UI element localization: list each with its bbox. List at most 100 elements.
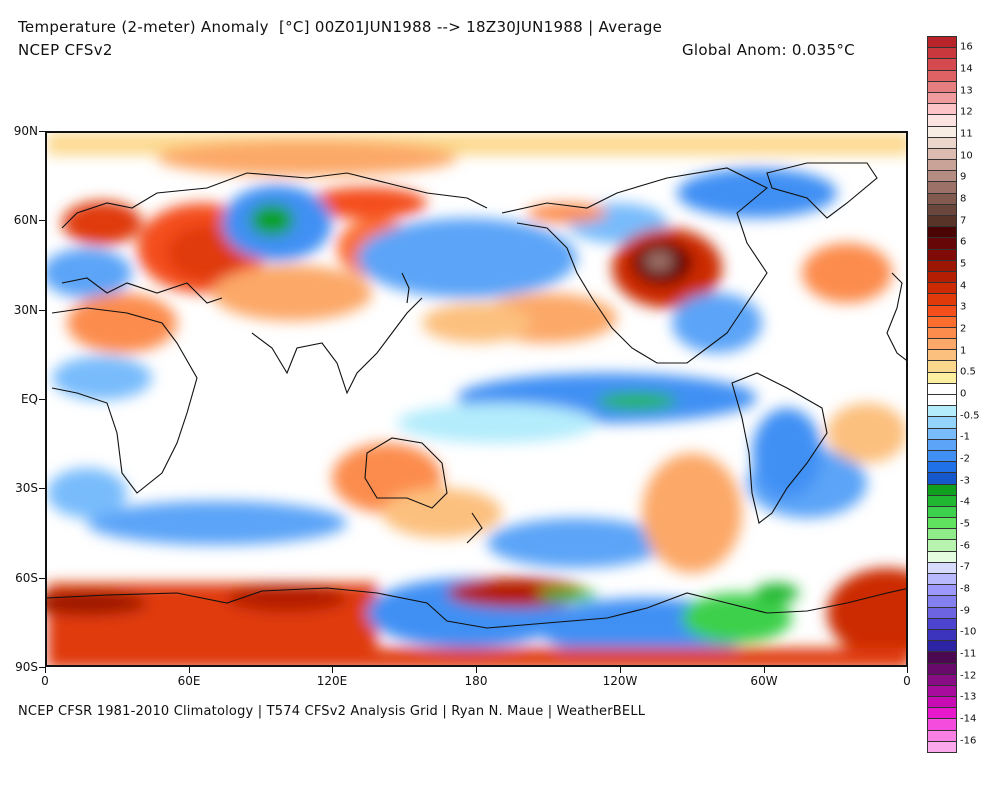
colorbar-tick-label: -13 bbox=[960, 691, 977, 703]
y-tick bbox=[39, 667, 45, 668]
coastlines bbox=[47, 162, 906, 629]
global-anomaly: Global Anom: 0.035°C bbox=[682, 41, 855, 59]
colorbar-tick-label: 0.5 bbox=[960, 366, 976, 378]
credits-footer: NCEP CFSR 1981-2010 Climatology | T574 C… bbox=[18, 704, 646, 719]
colorbar-swatch bbox=[927, 574, 957, 586]
y-tick bbox=[39, 488, 45, 489]
colorbar-tick-label: 11 bbox=[960, 128, 973, 140]
colorbar-tick-label: 13 bbox=[960, 85, 973, 97]
colorbar-swatch bbox=[927, 450, 957, 463]
y-tick bbox=[39, 578, 45, 579]
colorbar-tick-label: 6 bbox=[960, 236, 967, 248]
colorbar-swatch bbox=[927, 271, 957, 284]
colorbar-swatch bbox=[927, 216, 957, 228]
colorbar-swatch bbox=[927, 629, 957, 642]
colorbar-swatch bbox=[927, 48, 957, 60]
colorbar-swatch bbox=[927, 641, 957, 653]
colorbar-tick-label: -7 bbox=[960, 561, 970, 573]
colorbar-swatch bbox=[927, 708, 957, 720]
y-tick bbox=[39, 399, 45, 400]
colorbar-swatch bbox=[927, 439, 957, 451]
colorbar-tick-label: 3 bbox=[960, 301, 967, 313]
colorbar-tick-label: -14 bbox=[960, 713, 977, 725]
x-tick bbox=[476, 667, 477, 673]
colorbar-tick-label: 1 bbox=[960, 345, 967, 357]
colorbar-swatch bbox=[927, 350, 957, 362]
colorbar-swatch bbox=[927, 204, 957, 216]
x-label-120w: 120W bbox=[602, 674, 638, 688]
colorbar-swatch bbox=[927, 585, 957, 597]
x-tick bbox=[620, 667, 621, 673]
anomaly-field bbox=[47, 133, 906, 665]
colorbar-swatch bbox=[927, 193, 957, 205]
colorbar-swatch bbox=[927, 406, 957, 418]
y-tick bbox=[39, 220, 45, 221]
x-label-0-end: 0 bbox=[903, 674, 911, 688]
colorbar-swatch bbox=[927, 618, 957, 630]
colorbar-swatch bbox=[927, 473, 957, 485]
colorbar-swatch bbox=[927, 294, 957, 306]
chart-title: Temperature (2-meter) Anomaly [°C] 00Z01… bbox=[18, 18, 663, 36]
colorbar-tick-label: -16 bbox=[960, 735, 977, 747]
colorbar-swatch bbox=[927, 316, 957, 328]
x-tick bbox=[45, 667, 46, 673]
colorbar-swatch bbox=[927, 428, 957, 440]
colorbar-tick-label: 5 bbox=[960, 258, 967, 270]
y-label-60n: 60N bbox=[13, 213, 38, 227]
colorbar-swatch bbox=[927, 484, 957, 496]
colorbar-tick-label: 12 bbox=[960, 106, 973, 118]
colorbar-swatch bbox=[927, 361, 957, 373]
colorbar-swatch bbox=[927, 540, 957, 552]
x-label-0: 0 bbox=[41, 674, 49, 688]
colorbar-tick-label: 0 bbox=[960, 388, 967, 400]
colorbar-swatch bbox=[927, 685, 957, 698]
colorbar-swatch bbox=[927, 305, 957, 317]
colorbar-swatch bbox=[927, 529, 957, 541]
colorbar-swatch bbox=[927, 506, 957, 519]
colorbar-swatch bbox=[927, 260, 957, 272]
colorbar-swatch bbox=[927, 59, 957, 71]
colorbar-tick-label: 10 bbox=[960, 150, 973, 162]
colorbar-tick-label: 9 bbox=[960, 171, 967, 183]
x-tick bbox=[764, 667, 765, 673]
x-tick bbox=[189, 667, 190, 673]
colorbar-tick-label: -11 bbox=[960, 648, 977, 660]
colorbar-swatch bbox=[927, 674, 957, 686]
colorbar-swatch bbox=[927, 36, 957, 49]
colorbar-swatch bbox=[927, 115, 957, 127]
colorbar-swatch bbox=[927, 596, 957, 608]
colorbar-swatch bbox=[927, 518, 957, 530]
colorbar-swatch bbox=[927, 339, 957, 351]
x-label-180: 180 bbox=[464, 674, 488, 688]
colorbar-tick-label: 2 bbox=[960, 323, 967, 335]
colorbar-swatch bbox=[927, 171, 957, 183]
colorbar-swatch bbox=[927, 70, 957, 82]
y-label-90n: 90N bbox=[13, 124, 38, 138]
colorbar-swatch bbox=[927, 462, 957, 474]
y-tick bbox=[39, 310, 45, 311]
x-label-60w: 60W bbox=[750, 674, 778, 688]
colorbar-swatch bbox=[927, 160, 957, 172]
colorbar-swatch bbox=[927, 81, 957, 93]
colorbar-tick-label: 7 bbox=[960, 215, 967, 227]
colorbar-tick-label: -5 bbox=[960, 518, 970, 530]
colorbar-swatch bbox=[927, 283, 957, 295]
colorbar-swatch bbox=[927, 104, 957, 116]
colorbar-tick-label: -8 bbox=[960, 583, 970, 595]
colorbar-swatch bbox=[927, 730, 957, 742]
y-label-eq: EQ bbox=[20, 392, 38, 406]
colorbar-tick-label: -2 bbox=[960, 453, 970, 465]
colorbar-swatch bbox=[927, 92, 957, 105]
colorbar-swatch bbox=[927, 238, 957, 250]
colorbar-swatch bbox=[927, 741, 957, 753]
colorbar-swatch bbox=[927, 137, 957, 149]
colorbar-swatch bbox=[927, 697, 957, 709]
colorbar-swatch bbox=[927, 417, 957, 429]
colorbar-swatch bbox=[927, 148, 957, 161]
colorbar-tick-label: -10 bbox=[960, 626, 977, 638]
model-subtitle: NCEP CFSv2 bbox=[18, 41, 113, 59]
x-tick bbox=[332, 667, 333, 673]
y-label-30n: 30N bbox=[13, 303, 38, 317]
y-label-90s: 90S bbox=[15, 660, 38, 674]
colorbar-swatch bbox=[927, 663, 957, 675]
